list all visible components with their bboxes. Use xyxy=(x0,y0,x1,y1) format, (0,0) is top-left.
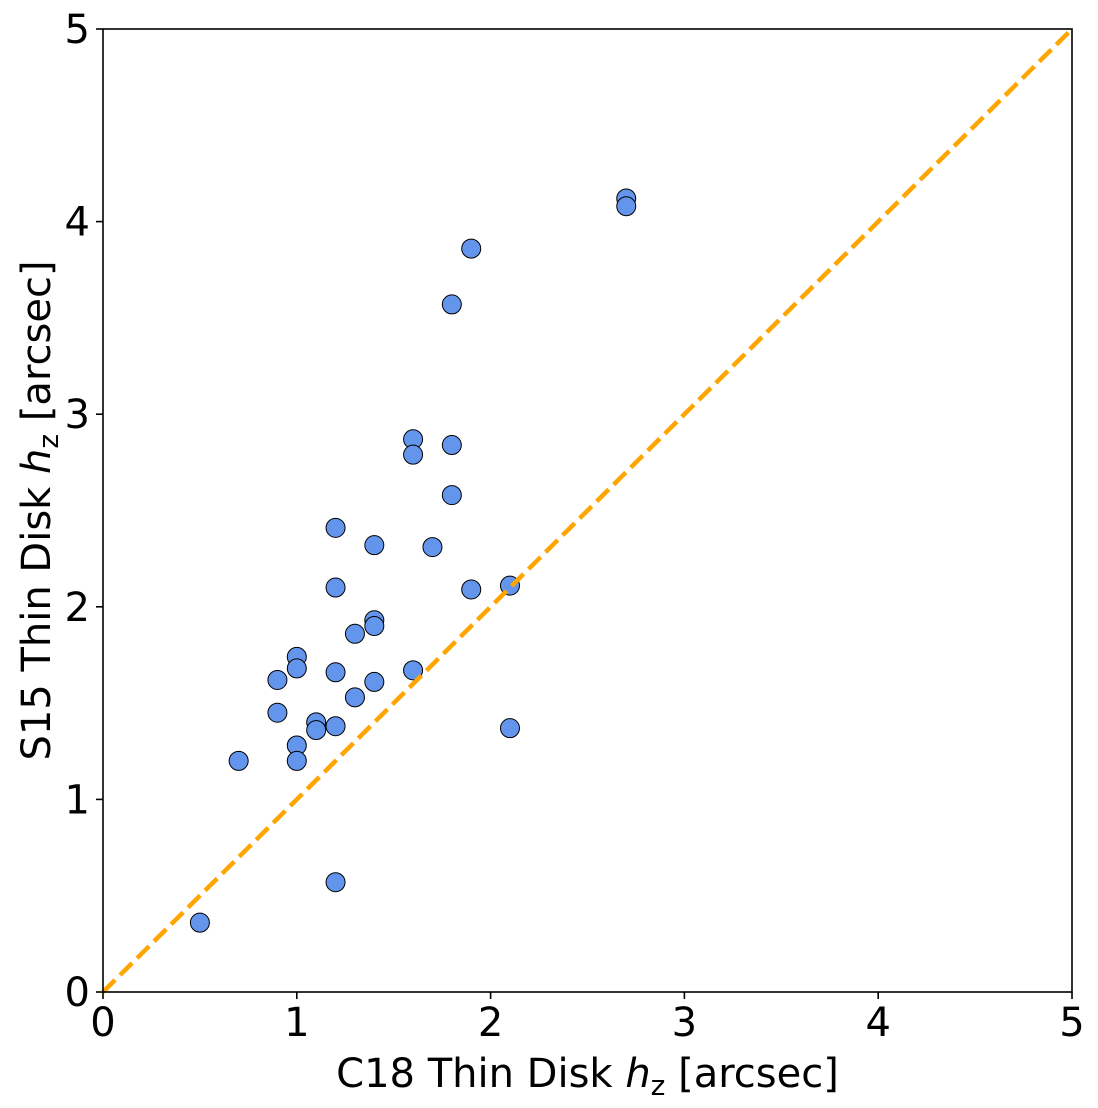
scatter-point xyxy=(189,912,210,933)
scatter-point xyxy=(325,577,346,598)
x-axis-label: C18 Thin Disk hz [arcsec] xyxy=(336,1051,839,1102)
scatter-point xyxy=(267,702,288,723)
scatter-point xyxy=(286,750,307,771)
one-to-one-line xyxy=(101,27,1074,994)
plot-frame xyxy=(102,28,1073,993)
scatter-point xyxy=(344,687,365,708)
x-tick-label: 3 xyxy=(672,1000,697,1046)
scatter-point xyxy=(403,660,424,681)
y-axis-label: S15 Thin Disk hz [arcsec] xyxy=(14,260,65,760)
scatter-point xyxy=(499,718,520,739)
plot-area xyxy=(101,27,1074,994)
scatter-point xyxy=(441,485,462,506)
y-tick-label: 3 xyxy=(65,392,90,438)
scatter-point xyxy=(441,435,462,456)
scatter-point xyxy=(364,535,385,556)
x-tick-label: 4 xyxy=(865,1000,890,1046)
scatter-point xyxy=(364,671,385,692)
x-tick-label: 0 xyxy=(90,1000,115,1046)
y-tick-label: 0 xyxy=(65,970,90,1016)
scatter-point xyxy=(364,616,385,637)
axis-ticks: 0 1 2 3 4 5 0 1 2 3 4 5 xyxy=(65,7,1085,1046)
scatter-point xyxy=(325,517,346,538)
scatter-point xyxy=(403,444,424,465)
scatter-point xyxy=(267,669,288,690)
scatter-point xyxy=(344,623,365,644)
scatter-point xyxy=(325,662,346,683)
scatter-point xyxy=(422,537,443,558)
scatter-point xyxy=(461,238,482,259)
scatter-point xyxy=(461,579,482,600)
x-tick-label: 2 xyxy=(478,1000,503,1046)
scatter-point xyxy=(325,716,346,737)
scatter-point xyxy=(286,658,307,679)
x-tick-label: 1 xyxy=(284,1000,309,1046)
y-tick-label: 2 xyxy=(65,585,90,631)
y-tick-label: 5 xyxy=(65,7,90,53)
scatter-point xyxy=(306,720,327,741)
scatter-point xyxy=(325,872,346,893)
x-tick-label: 5 xyxy=(1059,1000,1084,1046)
scatter-point xyxy=(228,750,249,771)
scatter-point xyxy=(616,196,637,217)
y-tick-label: 1 xyxy=(65,777,90,823)
y-tick-label: 4 xyxy=(65,200,90,246)
scatter-point xyxy=(441,294,462,315)
